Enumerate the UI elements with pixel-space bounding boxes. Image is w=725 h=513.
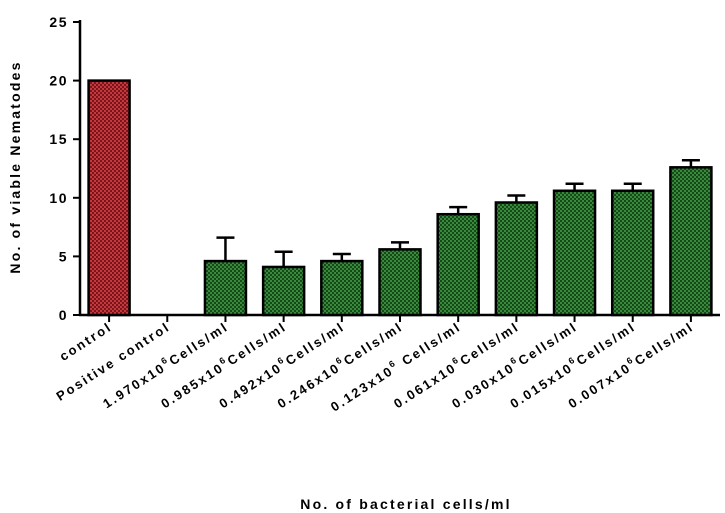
bar (610, 189, 655, 317)
category-label-exponent: 6 (217, 354, 229, 366)
y-tick-label: 10 (49, 190, 68, 206)
category-label-exponent: 6 (159, 354, 171, 366)
category-label-main: 0.015x10 (507, 360, 575, 412)
category-label-exponent: 6 (508, 354, 520, 366)
bars (87, 79, 713, 317)
bar (436, 212, 480, 317)
y-tick-label: 20 (49, 73, 68, 89)
category-label-exponent: 6 (334, 354, 346, 366)
category-label-main: 0.492x10 (216, 360, 284, 412)
category-label-exponent: 6 (625, 354, 637, 366)
bar (261, 265, 306, 317)
category-label-exponent: 6 (387, 357, 399, 369)
bar (494, 201, 539, 317)
category-label-main: 0.030x10 (449, 360, 517, 412)
x-axis-title: No. of bacterial cells/ml (300, 496, 511, 512)
bar (378, 248, 422, 317)
category-label-exponent: 6 (566, 354, 578, 366)
y-tick-label: 15 (49, 131, 68, 147)
bar (552, 189, 597, 317)
category-label-main: 0.985x10 (158, 360, 226, 412)
y-axis-title: No. of viable Nematodes (7, 60, 23, 273)
bar (320, 259, 364, 317)
bar (669, 166, 713, 317)
bar (203, 259, 248, 317)
category-label-main: 0.007x10 (565, 360, 633, 412)
y-tick-label: 0 (59, 307, 68, 323)
bar (87, 79, 131, 317)
category-label-unit: Cells/ml (632, 319, 697, 368)
y-tick-label: 25 (49, 14, 68, 30)
category-label-exponent: 6 (450, 354, 462, 366)
category-label-exponent: 6 (276, 354, 288, 366)
y-tick-label: 5 (59, 248, 68, 264)
error-bars (216, 159, 700, 267)
